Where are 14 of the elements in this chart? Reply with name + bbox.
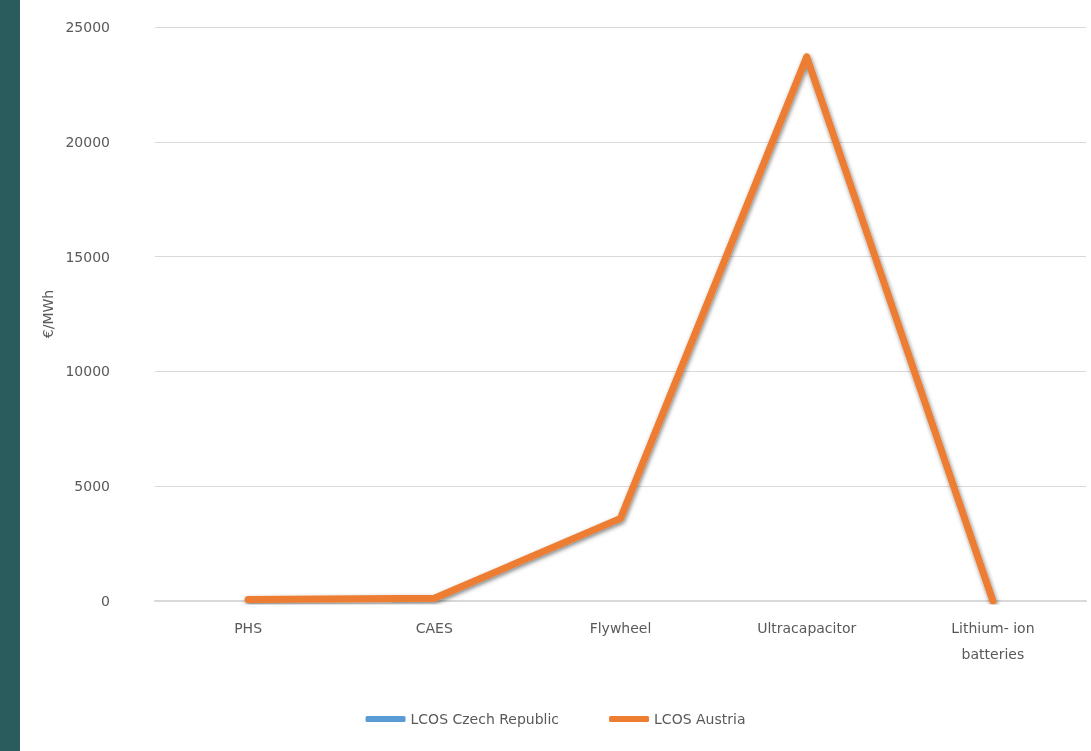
y-tick-label: 25000 [65, 19, 110, 35]
x-tick-label: Lithium- ion batteries [951, 620, 1035, 662]
x-tick-label: CAES [415, 620, 453, 636]
y-tick-label: 10000 [65, 363, 110, 380]
y-tick-label: 0 [101, 593, 110, 609]
y-tick-label: 20000 [65, 133, 110, 150]
x-tick-label: Ultracapacitor [757, 620, 857, 636]
y-tick-label: 5000 [74, 478, 110, 495]
y-axis-title: €/MWh [39, 289, 56, 339]
legend-label: LCOS Czech Republic [410, 711, 560, 727]
y-tick-label: 15000 [65, 248, 110, 265]
legend-label: LCOS Austria [654, 711, 746, 727]
x-tick-label: PHS [234, 620, 263, 636]
x-tick-label: Flywheel [589, 620, 652, 636]
